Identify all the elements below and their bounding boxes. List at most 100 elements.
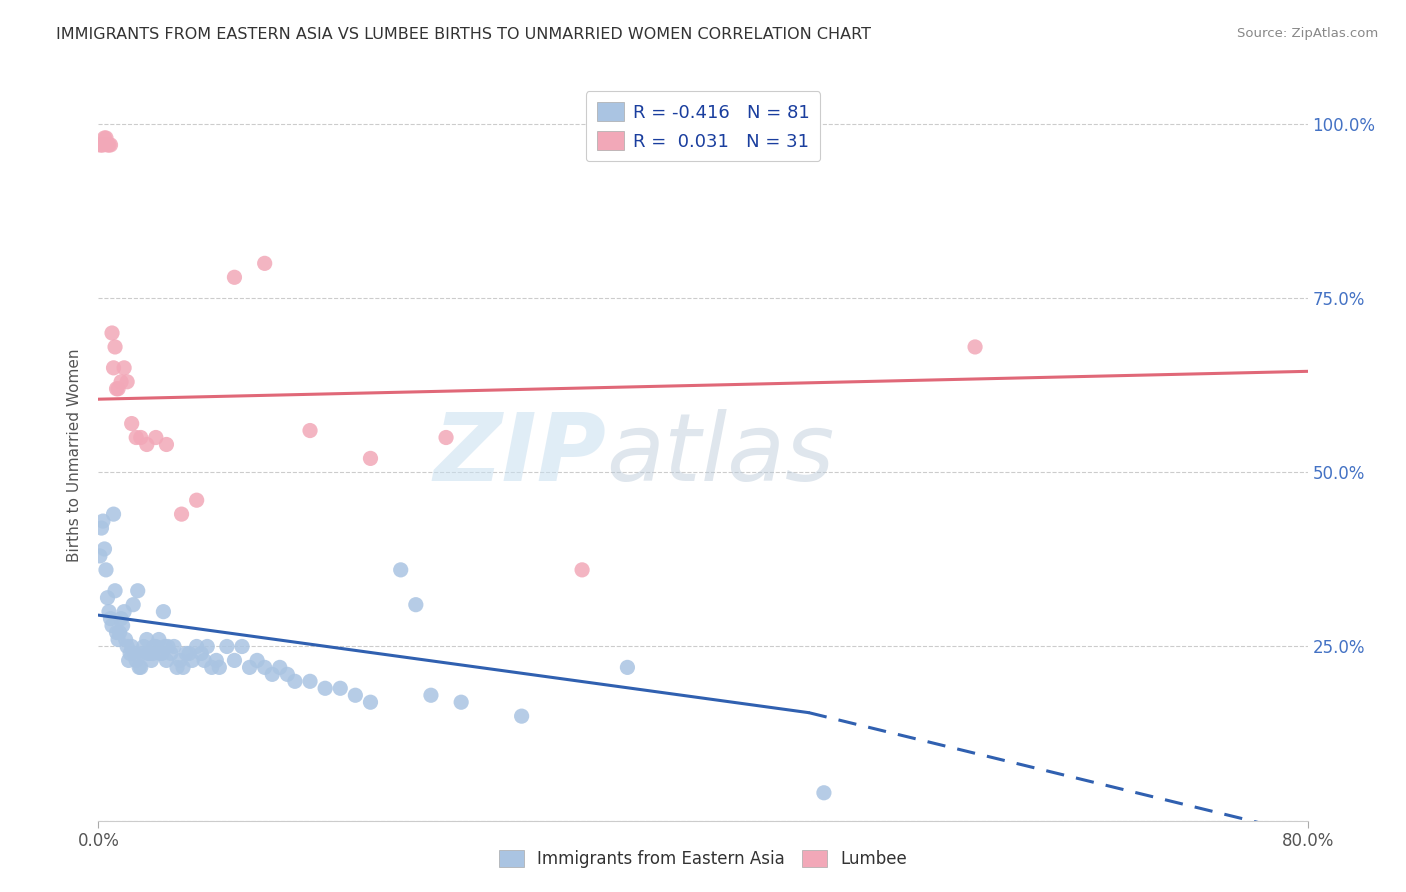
- Point: [98, 605, 121, 619]
- Point: [231, 640, 253, 654]
- Point: [132, 640, 155, 654]
- Point: [114, 632, 136, 647]
- Point: [299, 674, 322, 689]
- Point: [186, 640, 208, 654]
- Point: [135, 632, 157, 647]
- Point: [262, 667, 284, 681]
- Point: [246, 653, 269, 667]
- Point: [127, 583, 149, 598]
- Point: [128, 660, 150, 674]
- Point: [111, 618, 134, 632]
- Point: [124, 647, 146, 661]
- Point: [101, 618, 124, 632]
- Point: [103, 507, 125, 521]
- Point: [107, 382, 129, 396]
- Point: [195, 640, 218, 654]
- Point: [172, 660, 194, 674]
- Point: [129, 660, 152, 674]
- Point: [115, 375, 138, 389]
- Point: [208, 660, 231, 674]
- Text: ZIP: ZIP: [433, 409, 606, 501]
- Point: [96, 591, 118, 605]
- Point: [284, 674, 307, 689]
- Point: [510, 709, 533, 723]
- Point: [98, 137, 121, 152]
- Point: [105, 625, 128, 640]
- Point: [616, 660, 638, 674]
- Point: [93, 131, 115, 145]
- Point: [215, 640, 238, 654]
- Point: [100, 612, 122, 626]
- Point: [91, 514, 114, 528]
- Point: [193, 653, 215, 667]
- Point: [89, 549, 111, 563]
- Point: [94, 131, 117, 145]
- Point: [169, 653, 191, 667]
- Point: [179, 647, 201, 661]
- Point: [389, 563, 412, 577]
- Point: [91, 137, 114, 152]
- Point: [115, 640, 138, 654]
- Point: [152, 605, 174, 619]
- Text: Source: ZipAtlas.com: Source: ZipAtlas.com: [1237, 27, 1378, 40]
- Point: [420, 688, 443, 702]
- Point: [344, 688, 367, 702]
- Point: [108, 625, 131, 640]
- Point: [405, 598, 427, 612]
- Point: [160, 647, 183, 661]
- Point: [129, 430, 152, 444]
- Point: [450, 695, 472, 709]
- Point: [121, 640, 143, 654]
- Legend: R = -0.416   N = 81, R =  0.031   N = 31: R = -0.416 N = 81, R = 0.031 N = 31: [586, 91, 820, 161]
- Point: [253, 660, 276, 674]
- Point: [101, 326, 124, 340]
- Point: [104, 340, 127, 354]
- Point: [142, 647, 165, 661]
- Point: [239, 660, 262, 674]
- Point: [276, 667, 298, 681]
- Point: [155, 653, 177, 667]
- Point: [149, 647, 172, 661]
- Point: [224, 270, 246, 285]
- Point: [148, 632, 170, 647]
- Point: [156, 640, 179, 654]
- Point: [150, 647, 173, 661]
- Point: [329, 681, 352, 696]
- Point: [94, 563, 117, 577]
- Legend: Immigrants from Eastern Asia, Lumbee: Immigrants from Eastern Asia, Lumbee: [492, 843, 914, 875]
- Point: [125, 653, 148, 667]
- Point: [299, 424, 322, 438]
- Point: [201, 660, 224, 674]
- Point: [253, 256, 276, 270]
- Point: [181, 653, 204, 667]
- Point: [360, 451, 382, 466]
- Point: [103, 360, 125, 375]
- Point: [145, 640, 167, 654]
- Point: [155, 437, 177, 451]
- Point: [118, 653, 141, 667]
- Point: [110, 612, 132, 626]
- Point: [269, 660, 291, 674]
- Point: [145, 430, 167, 444]
- Point: [112, 360, 135, 375]
- Point: [360, 695, 382, 709]
- Point: [107, 632, 129, 647]
- Point: [813, 786, 835, 800]
- Point: [112, 605, 135, 619]
- Point: [143, 640, 166, 654]
- Point: [141, 653, 163, 667]
- Point: [104, 583, 127, 598]
- Point: [90, 521, 112, 535]
- Point: [100, 137, 122, 152]
- Point: [166, 660, 188, 674]
- Point: [163, 640, 186, 654]
- Point: [174, 647, 197, 661]
- Point: [122, 598, 145, 612]
- Point: [571, 563, 593, 577]
- Point: [186, 493, 208, 508]
- Point: [121, 417, 143, 431]
- Point: [224, 653, 246, 667]
- Point: [153, 640, 176, 654]
- Point: [136, 647, 159, 661]
- Point: [120, 647, 142, 661]
